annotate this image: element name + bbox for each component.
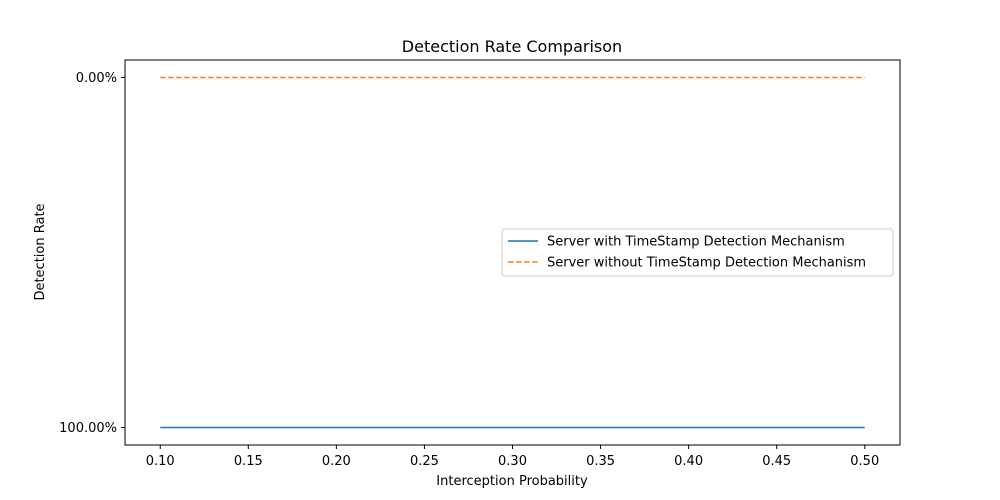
x-axis-ticks: 0.10 0.15 0.20 0.25 0.30 0.35 0.40 0.45 0.50 <box>146 445 879 469</box>
x-tick-label: 0.50 <box>850 454 879 469</box>
x-tick-label: 0.30 <box>498 454 527 469</box>
y-axis-label: Detection Rate <box>33 203 48 300</box>
y-axis-ticks: 0.00% 100.00% <box>59 71 125 436</box>
x-tick-label: 0.15 <box>234 454 263 469</box>
plot-area <box>160 76 865 429</box>
x-tick-label: 0.20 <box>322 454 351 469</box>
y-tick-label: 100.00% <box>59 421 117 436</box>
x-tick-label: 0.45 <box>762 454 791 469</box>
legend-box <box>501 228 894 277</box>
legend: Server with TimeStamp Detection Mechanis… <box>501 228 894 277</box>
x-axis-label: Interception Probability <box>436 474 588 489</box>
x-tick-label: 0.40 <box>674 454 703 469</box>
legend-entry-label: Server without TimeStamp Detection Mecha… <box>547 256 866 271</box>
y-tick-label: 0.00% <box>76 71 117 86</box>
chart-title: Detection Rate Comparison <box>402 37 622 56</box>
x-tick-label: 0.25 <box>410 454 439 469</box>
x-tick-label: 0.10 <box>146 454 175 469</box>
legend-entry-label: Server with TimeStamp Detection Mechanis… <box>547 235 845 250</box>
x-tick-label: 0.35 <box>586 454 615 469</box>
plot-frame <box>124 59 901 446</box>
